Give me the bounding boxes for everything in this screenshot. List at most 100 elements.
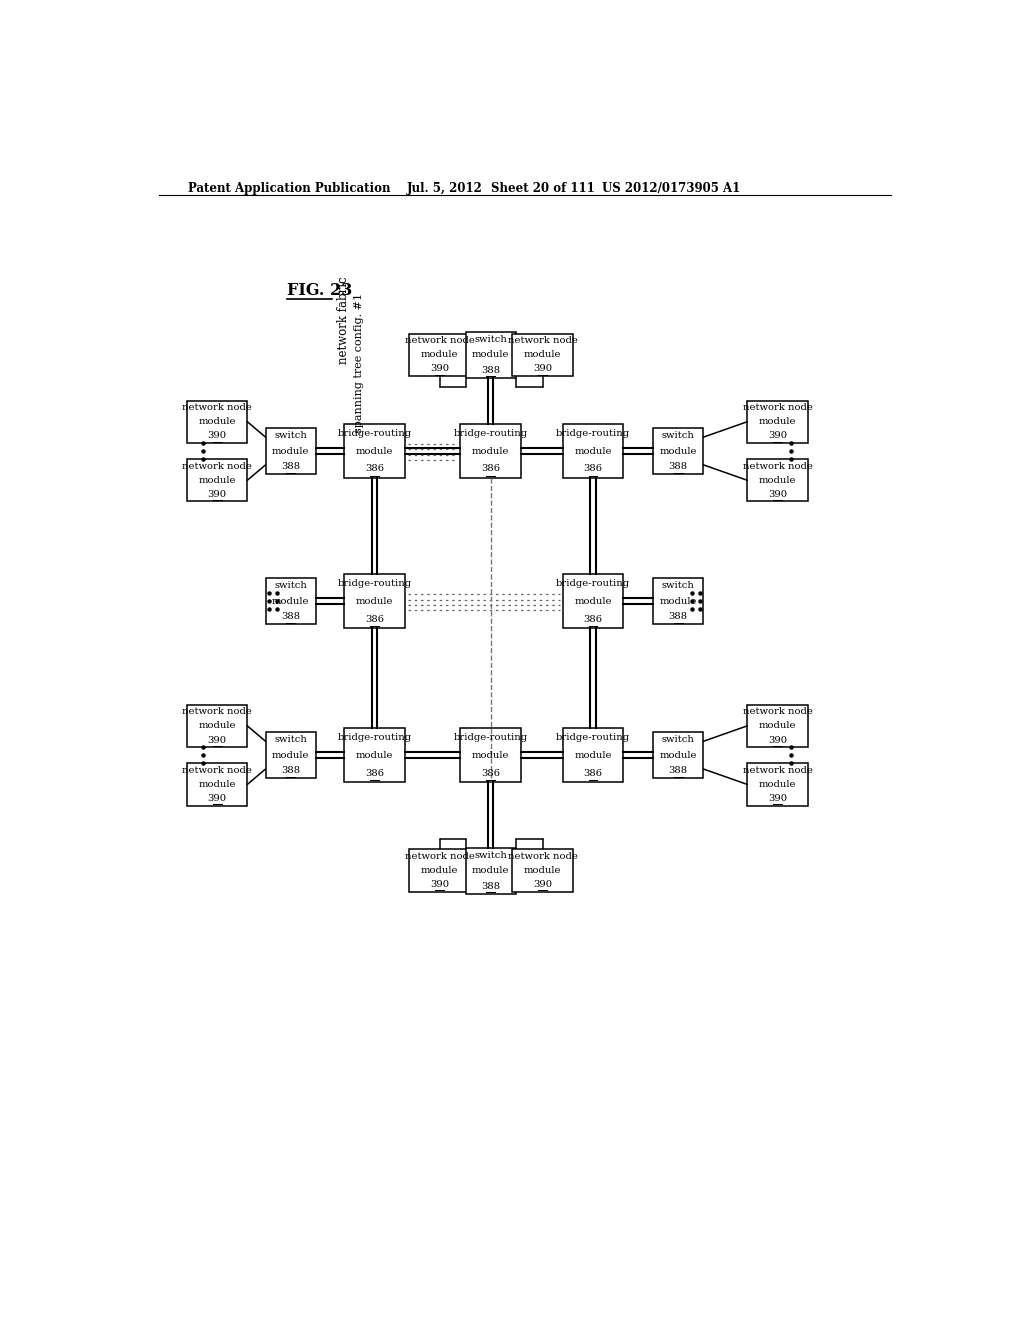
Text: 386: 386 — [365, 768, 384, 777]
Text: network node: network node — [182, 708, 252, 717]
Text: bridge-routing: bridge-routing — [454, 429, 527, 437]
Text: network node: network node — [508, 337, 578, 345]
FancyBboxPatch shape — [344, 424, 404, 478]
Text: 388: 388 — [669, 612, 688, 620]
Text: 388: 388 — [669, 766, 688, 775]
Text: network fabric: network fabric — [337, 276, 350, 364]
Text: 390: 390 — [768, 795, 787, 803]
Text: network node: network node — [742, 462, 812, 471]
FancyBboxPatch shape — [653, 428, 703, 474]
Text: module: module — [272, 597, 309, 606]
Text: module: module — [659, 751, 697, 759]
Text: module: module — [759, 475, 797, 484]
FancyBboxPatch shape — [187, 763, 248, 805]
FancyBboxPatch shape — [748, 705, 808, 747]
Text: 386: 386 — [584, 465, 602, 474]
Text: module: module — [472, 751, 510, 759]
Text: switch: switch — [662, 735, 694, 744]
FancyBboxPatch shape — [653, 733, 703, 779]
FancyBboxPatch shape — [187, 705, 248, 747]
Text: module: module — [472, 446, 510, 455]
Text: module: module — [272, 446, 309, 455]
FancyBboxPatch shape — [653, 578, 703, 624]
Text: module: module — [199, 722, 236, 730]
Text: network node: network node — [404, 851, 474, 861]
FancyBboxPatch shape — [187, 459, 248, 502]
Text: Jul. 5, 2012: Jul. 5, 2012 — [407, 182, 483, 194]
Text: network node: network node — [182, 766, 252, 775]
FancyBboxPatch shape — [265, 733, 316, 779]
Text: module: module — [472, 350, 510, 359]
Text: Patent Application Publication: Patent Application Publication — [188, 182, 391, 194]
Text: module: module — [574, 446, 611, 455]
Text: module: module — [472, 866, 510, 875]
Text: switch: switch — [662, 432, 694, 440]
FancyBboxPatch shape — [410, 850, 470, 892]
FancyBboxPatch shape — [748, 763, 808, 805]
FancyBboxPatch shape — [563, 424, 624, 478]
FancyBboxPatch shape — [512, 850, 572, 892]
FancyBboxPatch shape — [748, 459, 808, 502]
Text: network node: network node — [404, 337, 474, 345]
Text: 386: 386 — [481, 465, 500, 474]
Text: 390: 390 — [208, 735, 226, 744]
Text: bridge-routing: bridge-routing — [556, 733, 630, 742]
Text: spanning tree config. #1: spanning tree config. #1 — [354, 293, 364, 433]
Text: 390: 390 — [534, 880, 552, 890]
Text: module: module — [659, 597, 697, 606]
Text: 388: 388 — [282, 462, 300, 471]
Text: module: module — [524, 866, 561, 875]
Text: network node: network node — [742, 708, 812, 717]
FancyBboxPatch shape — [265, 428, 316, 474]
Text: network node: network node — [742, 403, 812, 412]
Text: US 2012/0173905 A1: US 2012/0173905 A1 — [602, 182, 740, 194]
Text: switch: switch — [274, 432, 307, 440]
Text: 388: 388 — [669, 462, 688, 471]
Text: module: module — [355, 597, 393, 606]
Text: switch: switch — [662, 581, 694, 590]
Text: 390: 390 — [208, 490, 226, 499]
FancyBboxPatch shape — [466, 331, 516, 378]
Text: 388: 388 — [481, 366, 501, 375]
FancyBboxPatch shape — [461, 424, 521, 478]
FancyBboxPatch shape — [344, 574, 404, 628]
Text: 386: 386 — [584, 615, 602, 623]
Text: 390: 390 — [208, 795, 226, 803]
Text: 388: 388 — [481, 882, 501, 891]
Text: bridge-routing: bridge-routing — [454, 733, 527, 742]
Text: 390: 390 — [430, 880, 450, 890]
Text: 390: 390 — [208, 432, 226, 441]
Text: network node: network node — [182, 403, 252, 412]
Text: bridge-routing: bridge-routing — [337, 733, 412, 742]
Text: module: module — [759, 417, 797, 426]
Text: bridge-routing: bridge-routing — [337, 578, 412, 587]
Text: module: module — [199, 780, 236, 789]
FancyBboxPatch shape — [748, 400, 808, 444]
FancyBboxPatch shape — [563, 729, 624, 781]
Text: module: module — [421, 866, 459, 875]
Text: network node: network node — [742, 766, 812, 775]
Text: network node: network node — [182, 462, 252, 471]
Text: module: module — [199, 475, 236, 484]
Text: 388: 388 — [282, 766, 300, 775]
Text: 386: 386 — [481, 768, 500, 777]
Text: module: module — [199, 417, 236, 426]
Text: switch: switch — [274, 581, 307, 590]
Text: switch: switch — [274, 735, 307, 744]
Text: 386: 386 — [584, 768, 602, 777]
Text: module: module — [272, 751, 309, 759]
Text: bridge-routing: bridge-routing — [556, 578, 630, 587]
FancyBboxPatch shape — [410, 334, 470, 376]
Text: 390: 390 — [430, 364, 450, 374]
Text: module: module — [659, 446, 697, 455]
Text: module: module — [421, 350, 459, 359]
Text: switch: switch — [474, 851, 507, 859]
Text: 390: 390 — [534, 364, 552, 374]
Text: module: module — [759, 780, 797, 789]
FancyBboxPatch shape — [563, 574, 624, 628]
Text: module: module — [524, 350, 561, 359]
FancyBboxPatch shape — [461, 729, 521, 781]
Text: FIG. 23: FIG. 23 — [287, 282, 352, 300]
Text: module: module — [759, 722, 797, 730]
Text: module: module — [574, 751, 611, 759]
